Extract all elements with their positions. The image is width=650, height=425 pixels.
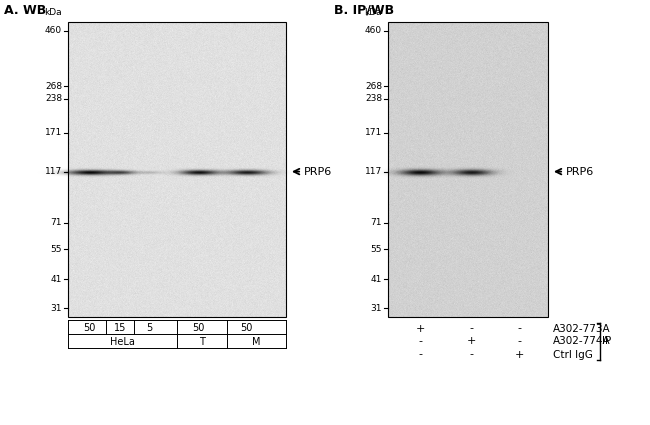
Text: -: - [418, 349, 422, 360]
Text: -: - [469, 349, 473, 360]
Text: 5: 5 [147, 323, 153, 333]
Text: -: - [418, 337, 422, 346]
Text: A302-774A: A302-774A [553, 337, 610, 346]
Text: kDa: kDa [44, 8, 62, 17]
Text: 117: 117 [45, 167, 62, 176]
Text: A. WB: A. WB [4, 3, 46, 17]
Text: 31: 31 [370, 303, 382, 313]
Text: HeLa: HeLa [110, 337, 135, 347]
Text: -: - [517, 323, 521, 334]
Text: 117: 117 [365, 167, 382, 176]
Bar [388, 22, 548, 317]
Text: 50: 50 [240, 323, 253, 333]
Text: 41: 41 [51, 275, 62, 284]
Text: 238: 238 [365, 94, 382, 103]
Text: +: + [515, 349, 524, 360]
Bar [68, 22, 286, 317]
Text: 71: 71 [370, 218, 382, 227]
Text: 55: 55 [51, 245, 62, 254]
Text: -: - [517, 337, 521, 346]
Text: 268: 268 [45, 82, 62, 91]
Text: 171: 171 [45, 128, 62, 137]
Text: 71: 71 [51, 218, 62, 227]
Text: 268: 268 [365, 82, 382, 91]
Text: +: + [415, 323, 424, 334]
Text: T: T [199, 337, 205, 347]
Text: IP: IP [602, 337, 611, 346]
Text: Ctrl IgG: Ctrl IgG [553, 349, 593, 360]
Text: 50: 50 [84, 323, 96, 333]
Text: PRP6: PRP6 [566, 167, 594, 177]
Text: 15: 15 [114, 323, 127, 333]
Text: 238: 238 [45, 94, 62, 103]
Text: 460: 460 [45, 26, 62, 35]
Text: M: M [252, 337, 261, 347]
Text: 41: 41 [370, 275, 382, 284]
Text: PRP6: PRP6 [304, 167, 332, 177]
Text: kDa: kDa [365, 8, 382, 17]
Text: 55: 55 [370, 245, 382, 254]
Text: 460: 460 [365, 26, 382, 35]
Text: 171: 171 [365, 128, 382, 137]
Text: 31: 31 [51, 303, 62, 313]
Text: 50: 50 [192, 323, 205, 333]
Text: A302-773A: A302-773A [553, 323, 610, 334]
Text: +: + [467, 337, 476, 346]
Text: B. IP/WB: B. IP/WB [334, 3, 394, 17]
Text: -: - [469, 323, 473, 334]
